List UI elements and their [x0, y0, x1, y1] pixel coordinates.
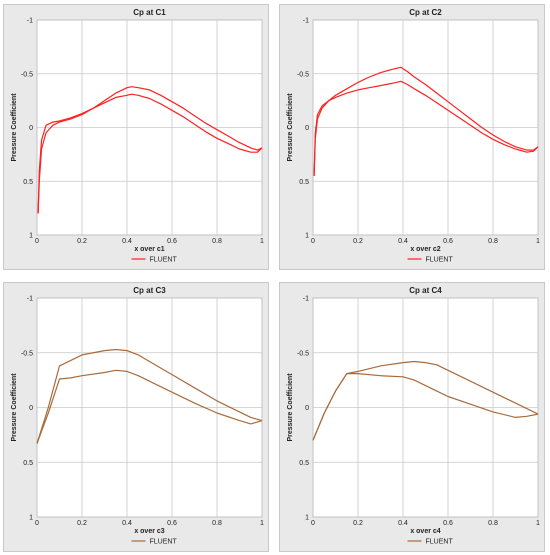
x-tick-label: 0.4 — [398, 520, 408, 527]
y-axis-label: Pressure Coefficient — [287, 373, 294, 442]
legend-label: FLUENT — [150, 539, 178, 546]
y-tick-label: 0 — [305, 405, 309, 412]
y-tick-label: 1 — [29, 515, 33, 522]
y-axis-label: Pressure Coefficient — [11, 93, 18, 162]
series-line-lower — [313, 80, 539, 176]
x-tick-label: 1 — [536, 238, 540, 245]
x-tick-label: 0.2 — [77, 520, 87, 527]
chart-panel-c1: Cp at C1 0 0.2 0.4 0.6 0.8 1 -1 -0.5 0 0.5 1 x over … — [3, 4, 269, 270]
x-tick-label: 1 — [260, 238, 264, 245]
y-tick-label: -0.5 — [21, 71, 33, 78]
x-tick-label: 0 — [311, 238, 315, 245]
chart-title: Cp at C3 — [133, 286, 166, 295]
x-tick-label: 0.6 — [167, 520, 177, 527]
x-tick-label: 0.4 — [122, 238, 132, 245]
x-axis-label: x over c4 — [410, 528, 440, 535]
x-tick-label: 0.2 — [353, 238, 363, 245]
y-tick-label: -1 — [27, 296, 33, 303]
chart-panel-c4: Cp at C4 0 0.2 0.4 0.6 0.8 1 -1 -0.5 0 0.5 1 x over … — [279, 282, 545, 552]
legend-label: FLUENT — [150, 257, 178, 264]
series-line-upper — [36, 348, 263, 444]
y-tick-label: 0 — [29, 125, 33, 132]
x-tick-label: 0.4 — [398, 238, 408, 245]
x-tick-label: 0.6 — [167, 238, 177, 245]
chart-title: Cp at C1 — [133, 8, 166, 17]
x-tick-label: 0 — [35, 520, 39, 527]
series-line-lower — [37, 93, 263, 214]
y-tick-label: 0 — [305, 125, 309, 132]
y-tick-label: 0.5 — [299, 460, 309, 467]
y-tick-label: 0.5 — [23, 179, 33, 186]
x-tick-label: 0.2 — [77, 238, 87, 245]
y-tick-label: -0.5 — [297, 71, 309, 78]
chart-title: Cp at C4 — [409, 286, 442, 295]
chart-svg: Cp at C2 0 0.2 0.4 0.6 0.8 1 -1 -0.5 0 0.5 1 x over … — [287, 8, 540, 264]
series-line-lower — [312, 372, 539, 441]
x-tick-label: 0.6 — [443, 520, 453, 527]
chart-panel-c3: Cp at C3 0 0.2 0.4 0.6 0.8 1 -1 -0.5 0 0.5 1 x over … — [3, 282, 269, 552]
chart-svg: Cp at C1 0 0.2 0.4 0.6 0.8 1 -1 -0.5 0 0.5 1 x over … — [11, 8, 264, 264]
x-tick-label: 0.8 — [212, 238, 222, 245]
x-tick-label: 0.4 — [122, 520, 132, 527]
y-tick-label: 1 — [305, 233, 309, 240]
legend-label: FLUENT — [426, 539, 454, 546]
y-tick-label: -1 — [303, 296, 309, 303]
chart-svg: Cp at C3 0 0.2 0.4 0.6 0.8 1 -1 -0.5 0 0.5 1 x over … — [11, 286, 264, 546]
chart-panel-c2: Cp at C2 0 0.2 0.4 0.6 0.8 1 -1 -0.5 0 0.5 1 x over … — [279, 4, 545, 270]
y-tick-label: -0.5 — [21, 350, 33, 357]
x-tick-label: 1 — [536, 520, 540, 527]
legend-label: FLUENT — [426, 257, 454, 264]
x-axis-label: x over c3 — [134, 528, 164, 535]
y-tick-label: 1 — [29, 233, 33, 240]
x-axis-label: x over c1 — [134, 246, 164, 253]
y-tick-label: 0.5 — [23, 460, 33, 467]
chart-title: Cp at C2 — [409, 8, 442, 17]
chart-svg: Cp at C4 0 0.2 0.4 0.6 0.8 1 -1 -0.5 0 0.5 1 x over … — [287, 286, 540, 546]
y-tick-label: 0.5 — [299, 179, 309, 186]
x-tick-label: 0.2 — [353, 520, 363, 527]
x-tick-label: 1 — [260, 520, 264, 527]
y-tick-label: 1 — [305, 515, 309, 522]
y-tick-label: -1 — [27, 18, 33, 25]
y-axis-label: Pressure Coefficient — [287, 93, 294, 162]
y-tick-label: -1 — [303, 18, 309, 25]
x-tick-label: 0.8 — [212, 520, 222, 527]
x-tick-label: 0 — [311, 520, 315, 527]
y-axis-label: Pressure Coefficient — [11, 373, 18, 442]
x-tick-label: 0 — [35, 238, 39, 245]
x-tick-label: 0.8 — [488, 238, 498, 245]
x-axis-label: x over c2 — [410, 246, 440, 253]
x-tick-label: 0.8 — [488, 520, 498, 527]
series-line-upper — [37, 86, 263, 214]
y-tick-label: 0 — [29, 405, 33, 412]
series-line-lower — [36, 369, 263, 444]
y-tick-label: -0.5 — [297, 350, 309, 357]
x-tick-label: 0.6 — [443, 238, 453, 245]
